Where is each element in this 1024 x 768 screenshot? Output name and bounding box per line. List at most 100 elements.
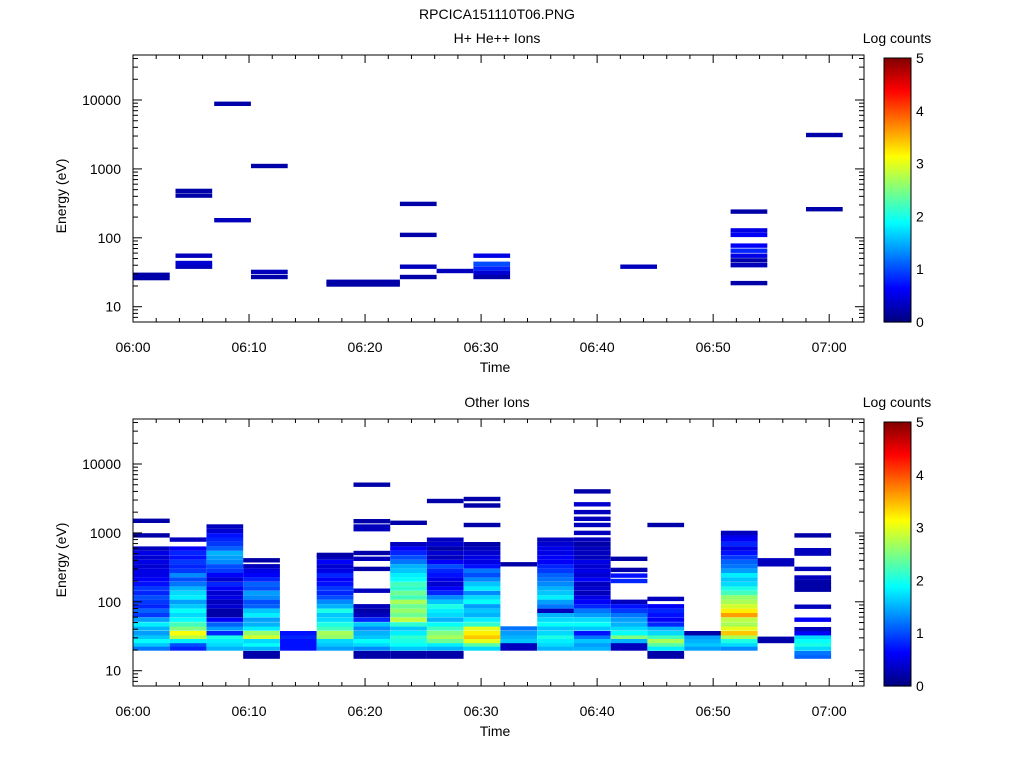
heatmap-cell	[573, 646, 611, 651]
heatmap-cell	[169, 617, 207, 622]
colorbar-swatch	[884, 480, 911, 483]
colorbar-swatch	[884, 212, 911, 215]
colorbar-swatch	[884, 192, 911, 195]
colorbar-swatch	[884, 676, 911, 679]
heatmap-cell	[206, 524, 244, 529]
colorbar-swatch	[884, 196, 911, 199]
colorbar-tick-label: 3	[916, 156, 924, 172]
colorbar-frame	[883, 421, 912, 687]
colorbar-swatch	[884, 668, 911, 671]
colorbar-swatch	[884, 296, 911, 299]
heatmap-cell	[720, 622, 758, 627]
heatmap-cell	[133, 634, 170, 639]
heatmap-cell	[133, 638, 170, 644]
colorbar-swatch	[884, 246, 911, 249]
colorbar-swatch	[884, 584, 911, 587]
colorbar-swatch	[884, 580, 911, 583]
colorbar-swatch	[884, 572, 911, 575]
colorbar-swatch	[884, 310, 911, 313]
heatmap-cell	[720, 604, 758, 609]
colorbar-swatch	[884, 172, 911, 175]
colorbar-swatch	[884, 206, 911, 209]
colorbar-swatch	[884, 294, 911, 297]
colorbar-swatch	[884, 664, 911, 667]
heatmap-cell	[537, 634, 574, 639]
colorbar-swatch	[884, 138, 911, 141]
colorbar-swatch	[884, 114, 911, 117]
heatmap-cell	[473, 261, 511, 266]
heatmap-cell	[326, 279, 400, 284]
heatmap-cell	[647, 596, 685, 602]
heatmap-cell	[463, 573, 501, 578]
colorbar-swatch	[884, 670, 911, 673]
colorbar-swatch	[884, 126, 911, 129]
heatmap-cell	[133, 555, 170, 560]
heatmap-cell	[610, 612, 648, 618]
heatmap-cell	[794, 634, 832, 639]
heatmap-cell	[730, 248, 768, 253]
colorbar-swatch	[884, 70, 911, 73]
heatmap-cell	[573, 617, 611, 622]
colorbar-swatch	[884, 460, 911, 463]
heatmap-cell	[316, 582, 354, 587]
heatmap-cell	[684, 642, 721, 647]
colorbar-swatch	[884, 602, 911, 605]
plot-frame	[132, 418, 865, 687]
heatmap-cell	[720, 638, 758, 644]
colorbar-swatch	[884, 78, 911, 81]
colorbar-swatch	[884, 654, 911, 657]
heatmap-cell	[390, 622, 427, 627]
colorbar-swatch	[884, 288, 911, 291]
heatmap-cell	[426, 582, 464, 587]
colorbar-tick-label: 4	[916, 467, 924, 483]
heatmap-cell	[573, 612, 611, 618]
heatmap-cell	[326, 282, 400, 287]
colorbar-swatch	[884, 132, 911, 135]
heatmap-cell	[169, 537, 207, 542]
colorbar-swatch	[884, 284, 911, 287]
heatmap-cell	[610, 646, 648, 651]
colorbar-swatch	[884, 220, 911, 223]
heatmap-cell	[251, 269, 288, 275]
heatmap-cell	[573, 564, 611, 569]
heatmap-cell	[573, 634, 611, 639]
colorbar-swatch	[884, 234, 911, 237]
colorbar-swatch	[884, 672, 911, 675]
heatmap-cell	[133, 642, 170, 647]
heatmap-cell	[169, 631, 207, 636]
heatmap-cell	[730, 253, 768, 258]
heatmap-cell	[426, 586, 464, 591]
heatmap-cell	[610, 604, 648, 609]
heatmap-cell	[399, 264, 437, 269]
x-tick-label: 06:20	[348, 703, 383, 719]
heatmap-cell	[390, 520, 427, 525]
colorbar-tick-label: 0	[916, 678, 924, 694]
heatmap-cell	[316, 612, 354, 618]
x-tick-label: 06:40	[580, 339, 615, 355]
colorbar-swatch	[884, 312, 911, 315]
heatmap-cell	[399, 201, 437, 207]
colorbar-swatch	[884, 508, 911, 511]
heatmap-cell	[243, 577, 280, 582]
colorbar-swatch	[884, 610, 911, 613]
heatmap-cell	[463, 634, 501, 639]
heatmap-cell	[206, 577, 244, 582]
colorbar-swatch	[884, 530, 911, 533]
colorbar-swatch	[884, 662, 911, 665]
heatmap-cell	[730, 263, 768, 268]
colorbar-swatch	[884, 626, 911, 629]
heatmap-cell	[610, 626, 648, 631]
heatmap-cell	[243, 604, 280, 609]
heatmap-cell	[720, 634, 758, 639]
heatmap-cell	[473, 253, 511, 258]
colorbar-swatch	[884, 524, 911, 527]
heatmap-cell	[169, 573, 207, 578]
heatmap-cell	[353, 608, 391, 613]
heatmap-cell	[573, 559, 611, 565]
heatmap-cell	[316, 595, 354, 600]
colorbar-swatch	[884, 622, 911, 625]
colorbar-swatch	[884, 468, 911, 471]
heatmap-cell	[206, 608, 244, 613]
heatmap-cell	[794, 551, 832, 556]
heatmap-cell	[243, 573, 280, 578]
